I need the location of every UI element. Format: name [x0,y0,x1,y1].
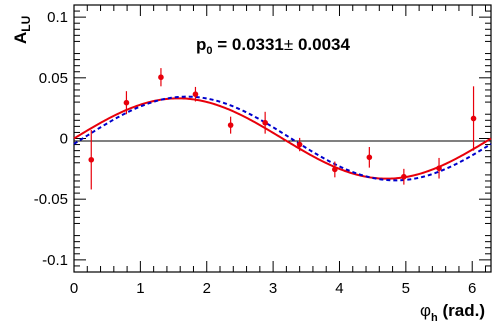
x-tick-labels: 0 1 2 3 4 5 6 [70,280,477,297]
fit-curve-solid [73,97,492,180]
data-point [262,119,268,126]
data-point [192,91,199,98]
data-points [88,68,477,190]
x-tick-label: 5 [402,280,410,297]
x-tick-label: 6 [468,280,476,297]
data-point [158,74,164,81]
x-tick-label: 2 [203,280,211,297]
x-axis-title: φh (rad.) [420,301,485,324]
y-tick-label: 0 [60,131,68,148]
data-point [88,156,95,163]
data-point [470,115,477,122]
x-tick-label: 0 [70,280,78,297]
data-point [123,99,130,106]
axis-ticks [73,4,491,273]
data-point [332,166,338,173]
data-point [436,165,442,172]
fit-annotation: p0 = 0.0331± 0.0034 [196,35,350,57]
data-point [296,141,303,148]
y-tick-labels: -0.1 -0.05 0 0.05 0.1 [34,9,68,269]
data-point [227,122,234,128]
fit-curve-dashed [73,95,492,182]
y-tick-label: -0.05 [34,191,68,208]
fit-curves [73,95,492,182]
y-tick-label: -0.1 [42,252,68,269]
y-axis-title: ALU [11,16,33,44]
x-tick-label: 1 [136,280,144,297]
x-tick-label: 4 [335,280,343,297]
data-point [366,154,373,161]
y-tick-label: 0.1 [47,9,68,26]
x-tick-label: 3 [269,280,277,297]
data-point [401,173,407,180]
y-tick-label: 0.05 [39,70,68,87]
